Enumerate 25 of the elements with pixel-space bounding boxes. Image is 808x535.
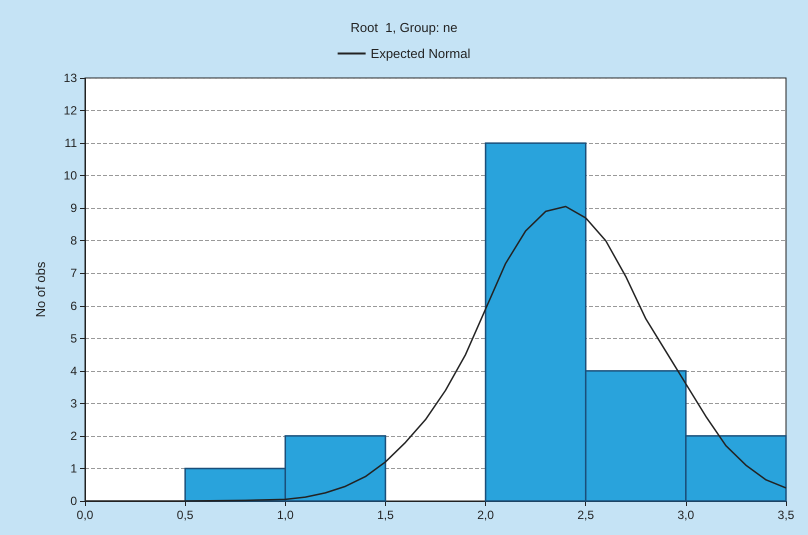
y-tick-label: 3 [70, 396, 78, 410]
x-tick-label: 0,0 [76, 508, 94, 522]
y-tick-label: 5 [70, 331, 78, 346]
x-tick-label: 1,0 [276, 508, 294, 522]
legend-label: Expected Normal [370, 46, 470, 61]
y-axis-title: No of obs [33, 261, 48, 318]
y-tick-label: 8 [70, 234, 78, 248]
y-tick-label: 2 [70, 428, 78, 443]
y-tick-label: 12 [64, 104, 78, 118]
y-tick-label: 1 [70, 461, 78, 476]
x-tick-label: 2,5 [577, 508, 594, 522]
x-tick-label: 3,0 [678, 508, 695, 522]
x-tick-label: 1,5 [377, 508, 394, 522]
y-tick-label: 6 [70, 298, 78, 313]
y-tick-label: 0 [70, 494, 78, 508]
y-tick-label: 10 [64, 168, 78, 183]
x-tick-label: 0,5 [176, 508, 194, 522]
y-tick-label: 4 [70, 364, 78, 378]
y-tick-label: 11 [64, 136, 78, 150]
chart-title: Root 1, Group: ne [350, 20, 458, 35]
y-tick-label: 7 [70, 266, 78, 280]
x-tick-label: 2,0 [477, 508, 494, 522]
y-tick-label: 13 [64, 71, 78, 85]
y-tick-label: 9 [70, 201, 78, 216]
x-tick-label: 3,5 [778, 508, 795, 522]
